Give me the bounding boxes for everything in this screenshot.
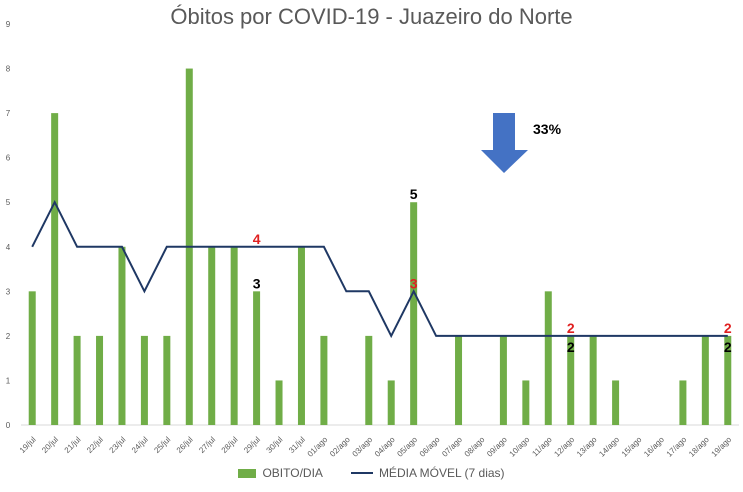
bar xyxy=(455,335,463,425)
x-tick-label: 23/jul xyxy=(107,435,127,455)
annotation-label: 3 xyxy=(410,275,418,291)
bar xyxy=(275,380,283,425)
bar xyxy=(724,335,732,425)
bar xyxy=(567,335,575,425)
x-tick-label: 14/ago xyxy=(597,435,621,459)
y-tick-label: 5 xyxy=(6,198,11,207)
x-tick-label: 18/ago xyxy=(687,435,711,459)
bar xyxy=(73,335,81,425)
line-series xyxy=(31,199,728,339)
legend-bar-swatch xyxy=(238,468,257,478)
y-tick-label: 4 xyxy=(6,243,11,252)
annotation-label: 3 xyxy=(253,275,261,291)
bar xyxy=(140,335,148,425)
annotations: 4 3 5 3 2 2 2 2 xyxy=(253,186,732,355)
x-tick-label: 21/jul xyxy=(63,435,83,455)
x-tick-label: 17/ago xyxy=(665,435,689,459)
x-tick-label: 30/jul xyxy=(265,435,285,455)
bar xyxy=(679,380,687,425)
bar xyxy=(96,335,104,425)
x-tick-label: 29/jul xyxy=(242,435,262,455)
annotation-label: 4 xyxy=(253,231,261,247)
legend-line-swatch xyxy=(350,472,373,474)
x-tick-label: 05/ago xyxy=(395,435,419,459)
x-tick-label: 06/ago xyxy=(418,435,442,459)
x-tick-label: 26/jul xyxy=(175,435,195,455)
x-tick-label: 13/ago xyxy=(575,435,599,459)
x-tick-label: 15/ago xyxy=(620,435,644,459)
x-axis: 19/jul 20/jul 21/jul 22/jul 23/jul 24/jul 25/j… xyxy=(18,424,739,459)
bar xyxy=(28,291,36,425)
bar xyxy=(163,335,171,425)
bar xyxy=(544,291,552,425)
x-tick-label: 31/jul xyxy=(287,435,307,455)
annotation-label: 2 xyxy=(724,339,732,355)
bar xyxy=(365,335,373,425)
annotation-label: 5 xyxy=(410,186,418,202)
bar xyxy=(297,246,305,425)
y-tick-label: 8 xyxy=(6,65,11,74)
y-tick-label: 3 xyxy=(6,287,11,296)
x-tick-label: 09/ago xyxy=(485,435,509,459)
x-tick-label: 25/jul xyxy=(152,435,172,455)
x-tick-label: 24/jul xyxy=(130,435,150,455)
legend: OBITO/DIA MÉDIA MÓVEL (7 dias) xyxy=(0,466,743,480)
x-tick-label: 28/jul xyxy=(220,435,240,455)
y-tick-label: 0 xyxy=(6,421,11,430)
legend-item-bars: OBITO/DIA xyxy=(238,466,323,480)
bar xyxy=(589,335,597,425)
bar xyxy=(253,291,261,425)
x-tick-label: 01/ago xyxy=(306,435,330,459)
x-tick-label: 03/ago xyxy=(351,435,375,459)
x-tick-label: 04/ago xyxy=(373,435,397,459)
bar xyxy=(522,380,530,425)
annotation-label: 2 xyxy=(567,320,575,336)
x-tick-label: 20/jul xyxy=(40,435,60,455)
x-tick-label: 27/jul xyxy=(197,435,217,455)
bar xyxy=(410,202,418,425)
x-tick-label: 22/jul xyxy=(85,435,105,455)
annotation-label: 2 xyxy=(724,320,732,336)
bar xyxy=(320,335,328,425)
y-tick-label: 1 xyxy=(6,376,11,385)
y-tick-label: 2 xyxy=(6,332,11,341)
bar xyxy=(612,380,620,425)
y-tick-label: 7 xyxy=(6,109,11,118)
y-tick-label: 6 xyxy=(6,154,11,163)
bar xyxy=(499,335,507,425)
percent-label: 33% xyxy=(533,121,562,137)
bar xyxy=(701,335,709,425)
bar xyxy=(208,246,216,425)
bar xyxy=(118,246,126,425)
bar-series xyxy=(28,68,732,426)
y-axis: 0 1 2 3 4 5 6 7 8 9 xyxy=(6,20,11,430)
chart-title: Óbitos por COVID-19 - Juazeiro do Norte xyxy=(170,4,573,29)
x-tick-label: 10/ago xyxy=(508,435,532,459)
legend-item-line: MÉDIA MÓVEL (7 dias) xyxy=(350,466,505,480)
bar xyxy=(230,246,238,425)
legend-label-bars: OBITO/DIA xyxy=(262,466,323,480)
x-tick-label: 12/ago xyxy=(552,435,576,459)
x-tick-label: 16/ago xyxy=(642,435,666,459)
x-tick-label: 11/ago xyxy=(530,435,554,459)
y-tick-label: 9 xyxy=(6,20,11,29)
x-tick-label: 07/ago xyxy=(440,435,464,459)
down-arrow-icon xyxy=(481,113,528,173)
bar xyxy=(51,113,59,425)
moving-average-line xyxy=(31,199,728,339)
legend-label-line: MÉDIA MÓVEL (7 dias) xyxy=(378,466,505,480)
x-tick-label: 08/ago xyxy=(463,435,487,459)
annotation-label: 2 xyxy=(567,339,575,355)
x-tick-label: 02/ago xyxy=(328,435,352,459)
x-tick-label: 19/jul xyxy=(18,435,38,455)
x-tick-label: 19/ago xyxy=(710,435,734,459)
bar xyxy=(387,380,395,425)
